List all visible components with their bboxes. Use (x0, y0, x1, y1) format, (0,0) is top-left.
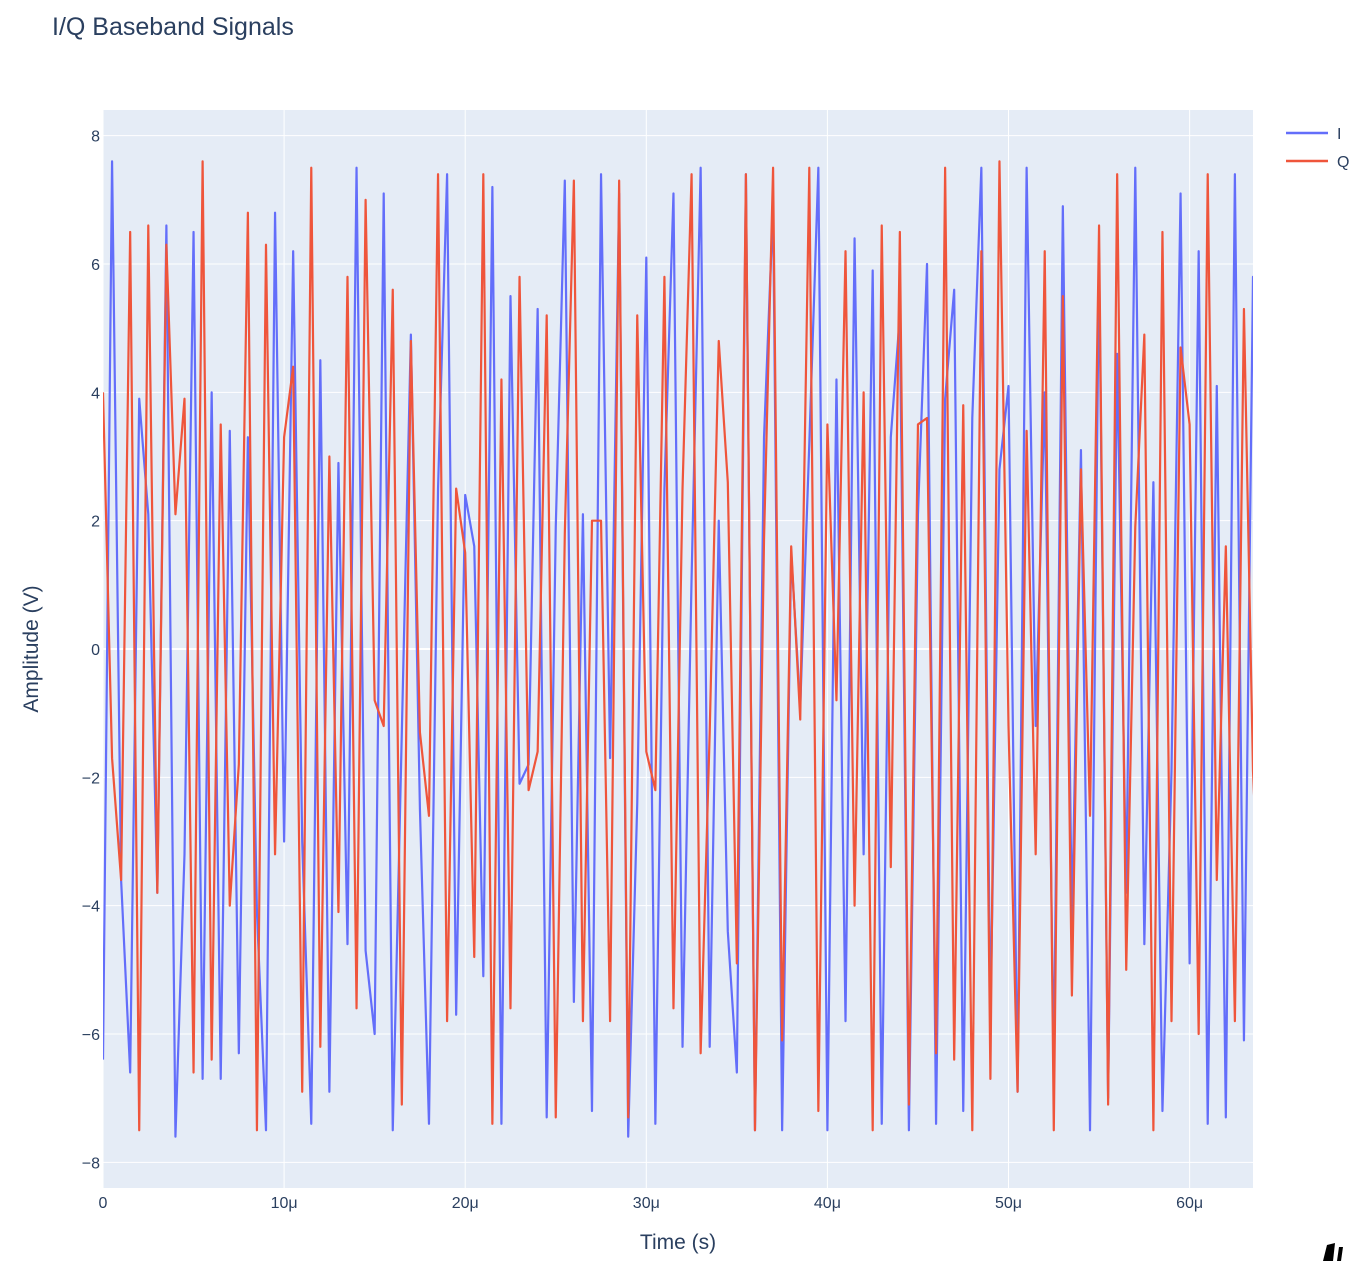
y-tick-label: −6 (82, 1027, 100, 1044)
x-tick-label: 30μ (633, 1195, 660, 1212)
legend-item-q[interactable]: Q (1286, 154, 1349, 171)
x-tick-label: 20μ (452, 1195, 479, 1212)
legend-label: I (1337, 126, 1341, 143)
x-tick-label: 60μ (1176, 1195, 1203, 1212)
y-tick-label: 4 (91, 385, 100, 402)
y-tick-label: 2 (91, 514, 100, 531)
y-tick-label: 6 (91, 257, 100, 274)
x-tick-label: 50μ (995, 1195, 1022, 1212)
y-tick-label: −4 (82, 899, 100, 916)
y-tick-label: 0 (91, 642, 100, 659)
y-axis-ticks: 8 6 4 2 0 −2 −4 −6 −8 (82, 129, 100, 1173)
y-tick-label: −8 (82, 1155, 100, 1172)
legend-item-i[interactable]: I (1286, 126, 1341, 143)
series-layer (103, 160, 1253, 1138)
series-line-q (103, 160, 1253, 1132)
x-axis-title: Time (s) (640, 1231, 716, 1254)
x-tick-label: 0 (99, 1195, 108, 1212)
x-tick-label: 10μ (271, 1195, 298, 1212)
y-tick-label: −2 (82, 770, 100, 787)
y-axis-title: Amplitude (V) (20, 585, 43, 712)
x-axis-ticks: 0 10μ 20μ 30μ 40μ 50μ 60μ (99, 1195, 1204, 1212)
x-tick-label: 40μ (814, 1195, 841, 1212)
legend[interactable]: IQ (1286, 126, 1349, 171)
y-tick-label: 8 (91, 129, 100, 146)
plotly-logo-icon (1321, 1239, 1355, 1261)
chart-title: I/Q Baseband Signals (52, 13, 294, 41)
legend-label: Q (1337, 154, 1349, 171)
